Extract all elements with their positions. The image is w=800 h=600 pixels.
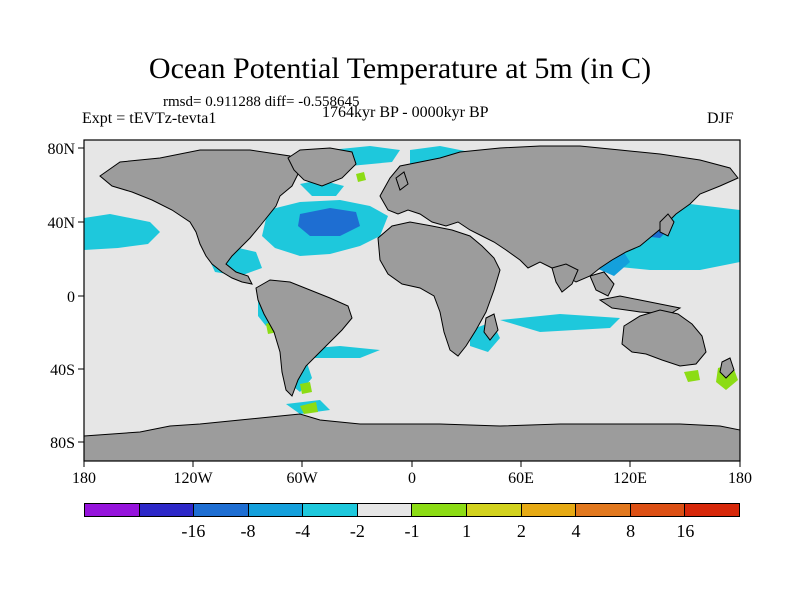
lon-tick-label: 0: [408, 470, 416, 487]
southeast-asia-land: [589, 271, 615, 297]
colorbar-label: -2: [349, 521, 365, 541]
time-period-label: 1764kyr BP - 0000kyr BP: [322, 104, 489, 121]
latitude-labels: 80N 40N 0 40S 80S: [47, 141, 75, 452]
colorbar-label: 2: [516, 521, 526, 541]
lat-tick-label: 0: [67, 289, 75, 306]
colorbar-label: 16: [676, 521, 695, 541]
antarctica-land: [83, 413, 741, 462]
lon-tick-label: 120E: [613, 470, 647, 487]
longitude-labels: 180 120W 60W 0 60E 120E 180: [72, 470, 752, 487]
greenland-land: [287, 147, 357, 187]
colorbar-swatch: [412, 504, 468, 516]
japan-land: [659, 213, 675, 237]
season-label: DJF: [707, 110, 734, 127]
colorbar-swatch: [630, 504, 686, 516]
madagascar-land: [483, 313, 499, 341]
rmsd-diff-stats: rmsd= 0.911288 diff= -0.558645: [163, 94, 360, 110]
australia-land: [621, 309, 707, 367]
lon-tick-label: 180: [728, 470, 752, 487]
lat-tick-label: 40S: [50, 362, 75, 379]
colorbar-label: 1: [462, 521, 472, 541]
new-zealand-land: [719, 357, 735, 379]
labrador-cool-patch: [300, 180, 344, 196]
eurasia-land: [379, 145, 739, 283]
colorbar-swatch: [85, 504, 140, 516]
weddell-warm-patch: [300, 402, 318, 414]
india-land: [551, 263, 579, 293]
colorbar: [84, 503, 740, 517]
tasmania-warm-patch: [684, 370, 700, 382]
plot-title: Ocean Potential Temperature at 5m (in C): [148, 52, 652, 85]
north-atlantic-core: [298, 208, 360, 236]
colorbar-swatch: [303, 504, 358, 516]
land-masses: [83, 145, 741, 462]
colorbar-label: -4: [295, 521, 311, 541]
colorbar-swatch: [248, 504, 304, 516]
tick-marks: [78, 147, 741, 467]
north-pacific-cool-patch-west: [84, 214, 160, 250]
southern-indian-cool-streak: [500, 314, 620, 332]
colorbar-label: -16: [181, 521, 206, 541]
colorbar-swatch: [521, 504, 577, 516]
argentina-warm-patch: [300, 382, 312, 394]
africa-land: [377, 221, 501, 357]
colorbar-label: 8: [626, 521, 636, 541]
colorbar-swatch: [194, 504, 249, 516]
colorbar-swatch: [685, 504, 739, 516]
colorbar-swatch: [139, 504, 195, 516]
lon-tick-label: 60W: [286, 470, 318, 487]
colorbar-label: -8: [240, 521, 256, 541]
experiment-label: Expt = tEVTz-tevta1: [82, 110, 217, 127]
lat-tick-label: 80N: [47, 141, 75, 158]
lat-tick-label: 40N: [47, 215, 75, 232]
colorbar-label: 4: [571, 521, 581, 541]
lon-tick-label: 180: [72, 470, 96, 487]
lat-tick-label: 80S: [50, 435, 75, 452]
arctic-warm-patch: [356, 172, 366, 182]
british-isles-land: [395, 171, 409, 191]
lon-tick-label: 60E: [508, 470, 534, 487]
south-america-land: [255, 279, 353, 397]
colorbar-swatch: [357, 504, 413, 516]
colorbar-swatch: [467, 504, 522, 516]
lon-tick-label: 120W: [173, 470, 213, 487]
colorbar-swatch: [576, 504, 631, 516]
colorbar-label: -1: [404, 521, 420, 541]
